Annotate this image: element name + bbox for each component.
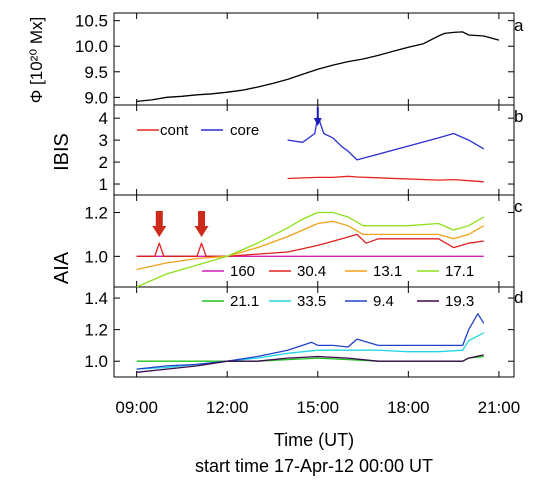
axes-layer: 9.0 9.5 10.0 10.5 1 2 3 4 1.0 1.2 1.0 1.2 1.4 09:00 12… (75, 12, 520, 417)
y-tick-label: 10.0 (75, 37, 108, 56)
series-line-cont (287, 175, 484, 183)
legend-label-160: 160 (230, 263, 255, 280)
flare-arrow-head (152, 226, 167, 237)
legend-label-33-5: 33.5 (297, 293, 326, 310)
y-tick-label: 10.5 (75, 12, 108, 31)
x-tick-label: 12:00 (206, 398, 249, 417)
y-tick-label: 1.2 (84, 321, 108, 340)
flare-arrow (198, 211, 206, 227)
legend-label-17-1: 17.1 (445, 263, 474, 280)
series-layer (136, 31, 500, 373)
panel-a-ylabel: Φ [10²⁰ Mx] (27, 17, 46, 104)
series-line-19-3 (136, 354, 484, 373)
x-tick-label: 18:00 (387, 398, 430, 417)
y-tick-label: 1.2 (84, 204, 108, 223)
y-tick-label: 2 (99, 153, 108, 172)
start-time-label: start time 17-Apr-12 00:00 UT (195, 456, 433, 476)
panel-letter-c: c (514, 197, 523, 216)
legend-label-13-1: 13.1 (373, 263, 402, 280)
time-axis-label: Time (UT) (274, 430, 354, 450)
x-tick-label: 21:00 (478, 398, 521, 417)
y-tick-label: 1.0 (84, 352, 108, 371)
flare-arrow (155, 211, 163, 227)
peak-arrow-head (313, 118, 322, 126)
legend-layer: cont core 160 30.4 13.1 17.1 21.1 33.5 9.4 19.3 (137, 122, 474, 310)
series-line-core (287, 115, 485, 161)
y-tick-label: 9.0 (84, 88, 108, 107)
series-line-13-1 (136, 220, 485, 271)
legend-label-21-1: 21.1 (230, 293, 259, 310)
y-tick-label: 3 (99, 131, 108, 150)
y-tick-label: 4 (99, 109, 108, 128)
legend-label-core: core (230, 122, 259, 139)
panel-letter-a: a (514, 16, 524, 35)
series-line-33-5 (136, 332, 485, 370)
legend-label-19-3: 19.3 (445, 293, 474, 310)
panel-letter-b: b (514, 107, 523, 126)
series-line-17-1 (136, 211, 485, 288)
panel-d-frame (113, 286, 515, 378)
series-line-30-4 (136, 233, 484, 257)
x-tick-label: 15:00 (297, 398, 340, 417)
y-tick-label: 1 (99, 175, 108, 194)
panel-a-frame (113, 12, 515, 106)
x-tick-label: 09:00 (115, 398, 158, 417)
y-tick-label: 1.0 (84, 247, 108, 266)
legend-label-cont: cont (160, 122, 189, 139)
panel-b-ylabel: IBIS (51, 133, 73, 171)
flare-arrow-head (194, 226, 209, 237)
panel-c-ylabel: AIA (51, 251, 73, 284)
legend-label-9-4: 9.4 (373, 293, 394, 310)
legend-label-30-4: 30.4 (297, 263, 326, 280)
series-line-flux (136, 31, 500, 103)
y-tick-label: 1.4 (84, 289, 108, 308)
panel-b-frame (113, 104, 515, 196)
y-tick-label: 9.5 (84, 63, 108, 82)
panel-letter-d: d (514, 288, 523, 307)
